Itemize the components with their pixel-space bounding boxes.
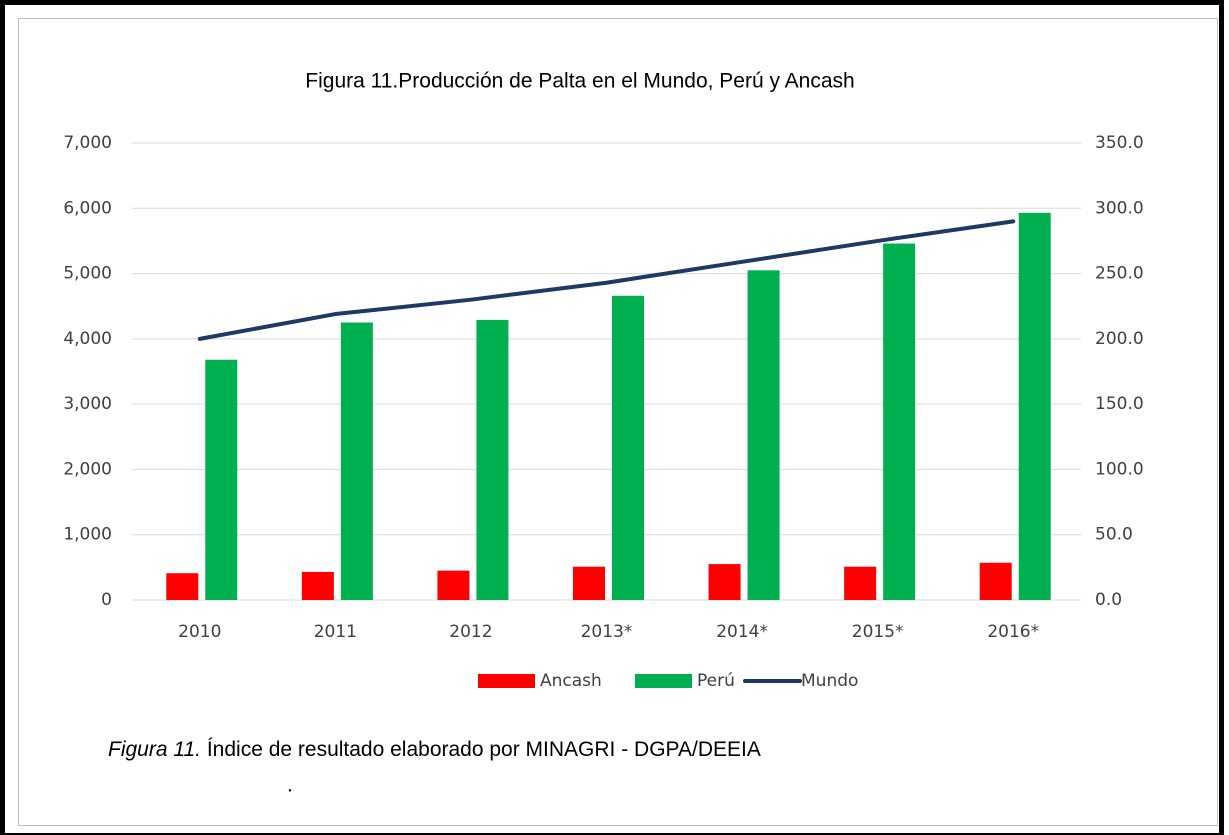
legend-swatch: [478, 674, 535, 688]
y2-tick-label: 50.0: [1095, 525, 1133, 545]
y2-tick-label: 0.0: [1095, 590, 1122, 610]
bar: [301, 571, 334, 600]
y-tick-label: 7,000: [63, 133, 112, 153]
bar: [340, 322, 373, 600]
y-tick-label: 2,000: [63, 459, 112, 479]
caption-label: Figura 11.: [108, 738, 201, 761]
y2-tick-label: 150.0: [1095, 394, 1144, 414]
caption: Figura 11. Índice de resultado elaborado…: [108, 738, 761, 761]
y-tick-label: 1,000: [63, 525, 112, 545]
bar: [205, 359, 238, 600]
x-tick-label: 2016*: [987, 622, 1039, 642]
bar: [708, 564, 741, 600]
y2-tick-label: 200.0: [1095, 329, 1144, 349]
legend-label: Ancash: [540, 671, 602, 691]
y-tick-label: 4,000: [63, 329, 112, 349]
y-tick-label: 5,000: [63, 264, 112, 284]
legend-label: Mundo: [801, 671, 858, 691]
y-tick-label: 6,000: [63, 198, 112, 218]
x-tick-label: 2015*: [852, 622, 904, 642]
y2-tick-label: 100.0: [1095, 459, 1144, 479]
y-tick-label: 0: [101, 590, 112, 610]
caption-text: Índice de resultado elaborado por MINAGR…: [201, 738, 761, 761]
bar: [979, 562, 1012, 600]
line-series: [197, 219, 1016, 341]
y-tick-label: 3,000: [63, 394, 112, 414]
bar: [612, 295, 644, 600]
y2-tick-label: 250.0: [1095, 264, 1144, 284]
bar: [437, 570, 470, 600]
bar: [747, 270, 780, 600]
y2-tick-label: 300.0: [1095, 198, 1144, 218]
legend-swatch: [635, 674, 692, 688]
x-tick-label: 2012: [449, 622, 492, 642]
footnote: .: [287, 774, 293, 797]
x-tick-label: 2014*: [716, 622, 768, 642]
y2-tick-label: 350.0: [1095, 133, 1144, 153]
x-tick-label: 2013*: [581, 622, 633, 642]
x-tick-label: 2010: [178, 622, 221, 642]
bar: [844, 566, 877, 600]
legend-label: Perú: [697, 671, 735, 691]
bar: [1018, 212, 1051, 600]
bar: [883, 243, 916, 601]
bar: [476, 319, 509, 600]
bar: [573, 566, 605, 600]
bar: [166, 573, 199, 600]
chart-title: Figura 11.Producción de Palta en el Mund…: [305, 70, 854, 93]
chart-border: [18, 18, 1218, 826]
x-tick-label: 2011: [314, 622, 357, 642]
